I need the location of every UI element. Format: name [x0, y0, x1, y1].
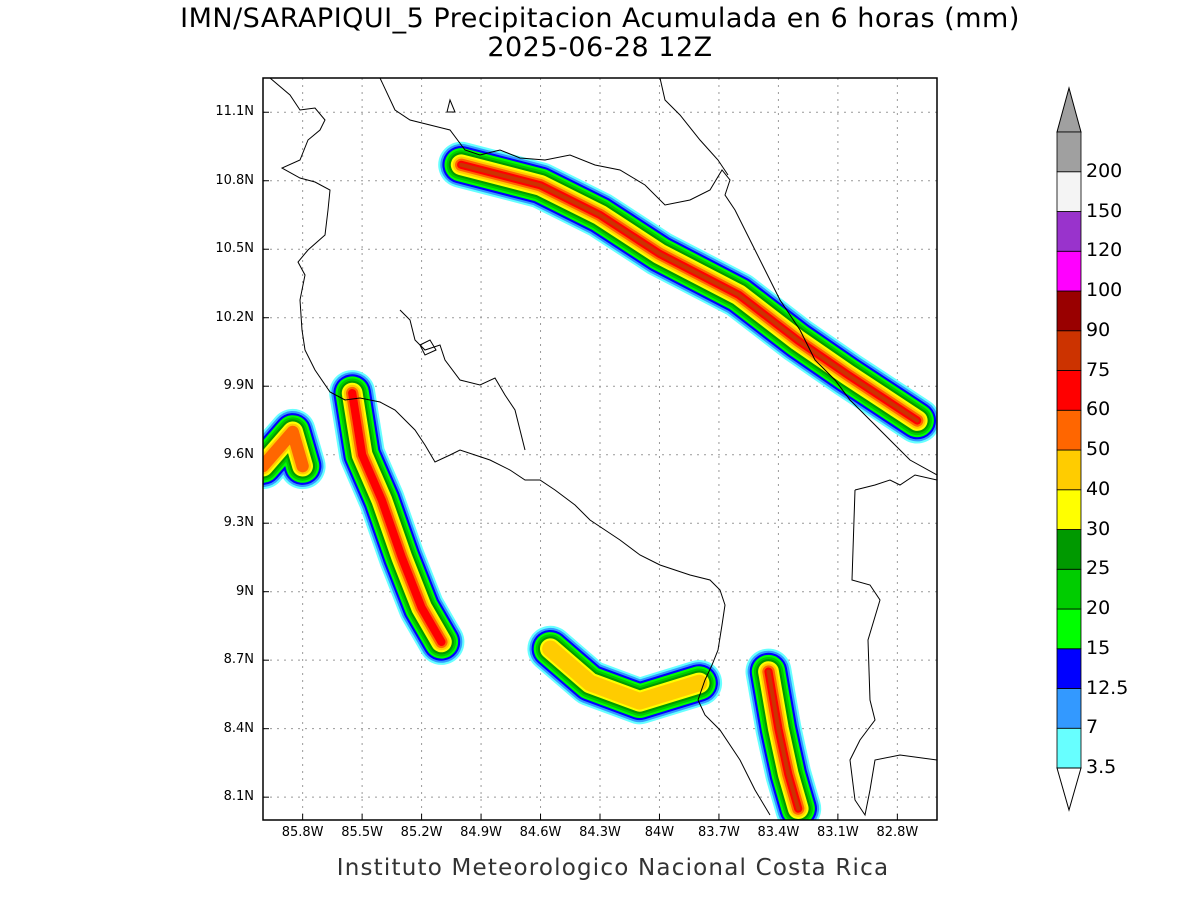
colorbar-level-label: 30 — [1086, 517, 1111, 540]
colorbar-swatch — [1056, 409, 1082, 451]
colorbar-swatch — [1056, 171, 1082, 212]
lon-tick-label: 83.4W — [757, 825, 800, 840]
lat-tick-label: 8.7N — [223, 652, 254, 668]
colorbar-swatch — [1056, 568, 1082, 610]
colorbar-level-label: 90 — [1086, 318, 1111, 341]
lon-tick-label: 82.8W — [876, 825, 919, 840]
colorbar-swatch — [1056, 529, 1082, 570]
colorbar-overflow — [1056, 86, 1082, 133]
coastline-east — [659, 78, 729, 176]
precipitation-field — [263, 141, 937, 820]
lat-tick-label: 10.2N — [215, 309, 254, 325]
coastline — [269, 78, 937, 817]
colorbar-swatch — [1056, 131, 1082, 173]
colorbar-level-label: 200 — [1086, 159, 1123, 182]
lon-tick-label: 83.7W — [698, 825, 740, 840]
colorbar-level-label: 25 — [1086, 557, 1111, 580]
colorbar-level-label: 7 — [1086, 716, 1099, 739]
colorbar-level-label: 3.5 — [1086, 756, 1117, 778]
colorbar-level-label: 50 — [1086, 438, 1111, 460]
colorbar-swatch — [1056, 489, 1082, 530]
lat-tick-label: 10.5N — [215, 241, 254, 257]
west-coast-band — [263, 408, 326, 490]
colorbar-swatch — [1056, 449, 1082, 491]
lon-tick-label: 85.8W — [281, 825, 324, 840]
plot-frame — [262, 77, 938, 821]
border-panama — [849, 474, 937, 817]
lat-tick-label: 11.1N — [215, 104, 254, 120]
lon-tick-label: 85.2W — [400, 825, 443, 840]
lon-tick-label: 85.5W — [341, 825, 384, 840]
colorbar-underflow — [1056, 767, 1082, 812]
precip-contour — [263, 425, 309, 473]
lat-tick-label: 8.1N — [223, 789, 254, 805]
colorbar-level-label: 15 — [1086, 636, 1111, 659]
lake — [446, 98, 456, 113]
osa-south-band — [745, 648, 822, 820]
island — [419, 339, 437, 356]
lat-tick-label: 9N — [236, 583, 254, 599]
lon-tick-label: 84W — [644, 825, 675, 840]
colorbar-level-label: 75 — [1086, 358, 1111, 381]
lat-tick-label: 9.6N — [223, 446, 254, 462]
map-subtitle: 2025-06-28 12Z — [487, 32, 713, 63]
colorbar-level-label: 20 — [1086, 597, 1111, 619]
colorbar-swatch — [1056, 250, 1082, 292]
precip-contour — [542, 640, 708, 710]
lon-tick-label: 84.6W — [519, 825, 562, 840]
colorbar-swatch — [1056, 688, 1082, 729]
lat-tick-label: 10.8N — [215, 172, 254, 188]
colorbar-level-label: 100 — [1086, 279, 1123, 301]
caribbean-north-band — [438, 141, 937, 444]
coastline-north — [269, 78, 726, 701]
coastline-nicoya — [399, 309, 526, 451]
colorbar-swatch — [1056, 290, 1082, 332]
colorbar-level-label: 150 — [1086, 199, 1123, 222]
credit-text: Instituto Meteorologico Nacional Costa R… — [336, 855, 890, 881]
colorbar-swatch — [1056, 330, 1082, 371]
precip-contour — [766, 669, 801, 811]
colorbar — [1056, 86, 1082, 812]
lon-tick-label: 84.3W — [579, 825, 621, 840]
colorbar-swatch — [1056, 370, 1082, 411]
colorbar-swatch — [1056, 648, 1082, 689]
colorbar-swatch — [1056, 608, 1082, 650]
precip-contour — [348, 389, 446, 647]
lon-tick-label: 84.9W — [460, 825, 502, 840]
map-title: IMN/SARAPIQUI_5 Precipitacion Acumulada … — [180, 3, 1020, 34]
lat-tick-label: 9.9N — [223, 378, 254, 394]
colorbar-level-label: 40 — [1086, 477, 1111, 500]
central-pacific-band — [527, 625, 723, 725]
lon-tick-label: 83.1W — [816, 825, 859, 840]
lat-tick-label: 9.3N — [223, 515, 254, 531]
colorbar-level-label: 120 — [1086, 239, 1123, 262]
colorbar-level-label: 12.5 — [1086, 676, 1129, 699]
precip-contour — [459, 162, 920, 423]
pacific-nicoya-band — [329, 370, 465, 665]
colorbar-swatch — [1056, 211, 1082, 252]
lat-tick-label: 8.4N — [223, 720, 254, 736]
coastline-caribbean — [379, 78, 937, 476]
colorbar-level-label: 60 — [1086, 398, 1111, 421]
coastline-osa — [697, 699, 771, 816]
colorbar-swatch — [1056, 727, 1082, 769]
